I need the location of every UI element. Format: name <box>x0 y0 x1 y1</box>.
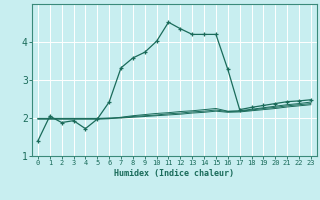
X-axis label: Humidex (Indice chaleur): Humidex (Indice chaleur) <box>115 169 234 178</box>
